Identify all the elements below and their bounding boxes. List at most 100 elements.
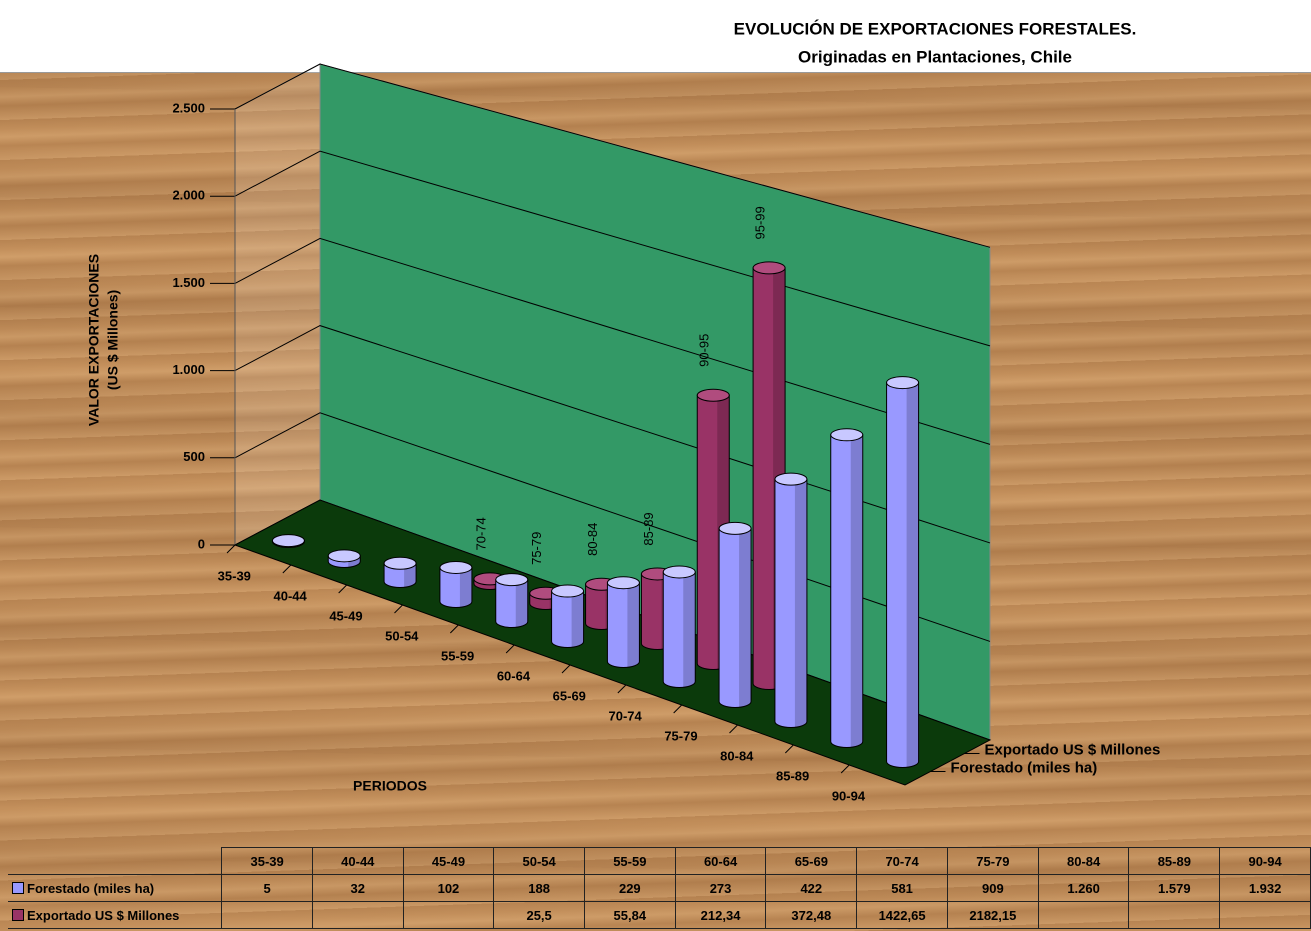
legend-swatch (12, 881, 24, 894)
bar-top (752, 261, 786, 275)
title-band (0, 0, 1311, 73)
bar-top (383, 556, 417, 570)
bar-shade (459, 567, 472, 607)
x-tick (840, 764, 850, 774)
bar-shade (739, 528, 752, 707)
x-tick-label: 65-69 (553, 688, 586, 703)
depth-label: Forestado (miles ha) (951, 759, 1098, 776)
table-header-cell: 80-84 (1037, 847, 1130, 875)
bar (551, 590, 585, 648)
y-tick-label: 1.500 (172, 275, 205, 290)
bar (886, 382, 920, 768)
bar (774, 478, 808, 728)
bar-top (606, 576, 640, 590)
annotation: 75-79 (529, 532, 544, 565)
x-tick (338, 584, 348, 594)
bar-top (718, 521, 752, 535)
annotation: 70-74 (473, 517, 488, 550)
bar-shade (404, 563, 417, 587)
table-cell: 55,84 (583, 901, 676, 929)
bar-shade (627, 582, 640, 667)
x-tick-label: 70-74 (609, 708, 643, 723)
x-tick (282, 564, 292, 574)
x-tick-label: 85-89 (776, 768, 809, 783)
bar-shade (515, 579, 528, 627)
depth-label: Exportado US $ Millones (985, 741, 1161, 758)
legend-label: Forestado (miles ha) (27, 880, 155, 896)
table-header-cell: 60-64 (674, 847, 767, 875)
legend-swatch (12, 908, 24, 921)
table-cell: 2182,15 (946, 901, 1039, 929)
table-cell: 25,5 (493, 901, 585, 929)
x-tick (449, 624, 459, 634)
x-tick-label: 40-44 (274, 588, 308, 603)
bar-top (886, 376, 920, 390)
bar (383, 562, 417, 588)
table-cell: 212,34 (674, 901, 767, 929)
bar-top (696, 388, 730, 402)
bar-shade (794, 479, 807, 727)
table-header-cell: 85-89 (1128, 847, 1221, 875)
table-cell (1219, 901, 1311, 929)
y-tick-label: 0 (198, 536, 205, 551)
table-header-cell: 50-54 (493, 847, 585, 875)
table-row-label: Exportado US $ Millones (8, 901, 223, 929)
table-header-cell: 65-69 (765, 847, 858, 875)
table-cell (221, 901, 313, 929)
bar-top (271, 534, 305, 548)
table-cell: 909 (946, 874, 1039, 902)
x-tick-label: 75-79 (664, 728, 697, 743)
y-tick-label: 1.000 (172, 362, 205, 377)
x-tick (394, 604, 403, 614)
y-tick-label: 500 (183, 449, 205, 464)
grid-line (234, 63, 991, 248)
y-axis-title: VALOR EXPORTACIONES (86, 254, 102, 426)
bar-top (774, 472, 808, 486)
table-cell: 1422,65 (856, 901, 948, 929)
x-tick (617, 684, 627, 694)
table-row-label: Forestado (miles ha) (8, 874, 223, 902)
table-row: Forestado (miles ha) 5 32 102 188 229 273 422 58… (8, 874, 1311, 902)
bar-top (439, 560, 473, 574)
x-tick (226, 544, 236, 554)
bar-top (830, 428, 864, 442)
x-tick (784, 744, 794, 754)
table-cell: 1.260 (1037, 874, 1130, 902)
table-header-cell: 90-94 (1219, 847, 1311, 875)
bar (830, 434, 864, 748)
table-row: Exportado US $ Millones 25,5 55,84 212,34 37… (8, 901, 1311, 929)
x-tick-label: 35-39 (218, 568, 251, 583)
table-cell: 581 (856, 874, 948, 902)
x-tick-label: 80-84 (720, 748, 754, 763)
table-cell (402, 901, 495, 929)
x-axis-title: PERIODOS (353, 778, 427, 794)
table-cell: 5 (221, 874, 313, 902)
x-tick (673, 704, 683, 714)
table-header-cell: 35-39 (221, 847, 313, 875)
table-header-cell: 45-49 (402, 847, 495, 875)
chart-title: EVOLUCIÓN DE EXPORTACIONES FORESTALES. (734, 19, 1137, 38)
table-cell: 273 (674, 874, 767, 902)
table-cell (311, 901, 404, 929)
bar-shade (683, 571, 696, 687)
annotation: 95-99 (753, 206, 768, 239)
table-header-cell: 70-74 (856, 847, 948, 875)
bar (606, 582, 640, 668)
bar (439, 566, 473, 608)
bar-shade (571, 591, 584, 647)
table-cell: 1.579 (1128, 874, 1221, 902)
table-cell: 102 (402, 874, 495, 902)
table-cell: 188 (493, 874, 585, 902)
y-tick-label: 2.500 (172, 100, 205, 115)
table-cell (1128, 901, 1221, 929)
y-axis-title: (US $ Millones) (105, 290, 121, 390)
annotation: 85-89 (641, 512, 656, 545)
bar-top (662, 565, 696, 579)
bar-shade (906, 382, 919, 767)
x-tick (505, 644, 515, 654)
data-table: 35-39 40-44 45-49 50-54 55-59 60-64 65-69 70-74… (8, 847, 1311, 929)
table-cell: 229 (583, 874, 676, 902)
x-tick-label: 50-54 (385, 628, 419, 643)
